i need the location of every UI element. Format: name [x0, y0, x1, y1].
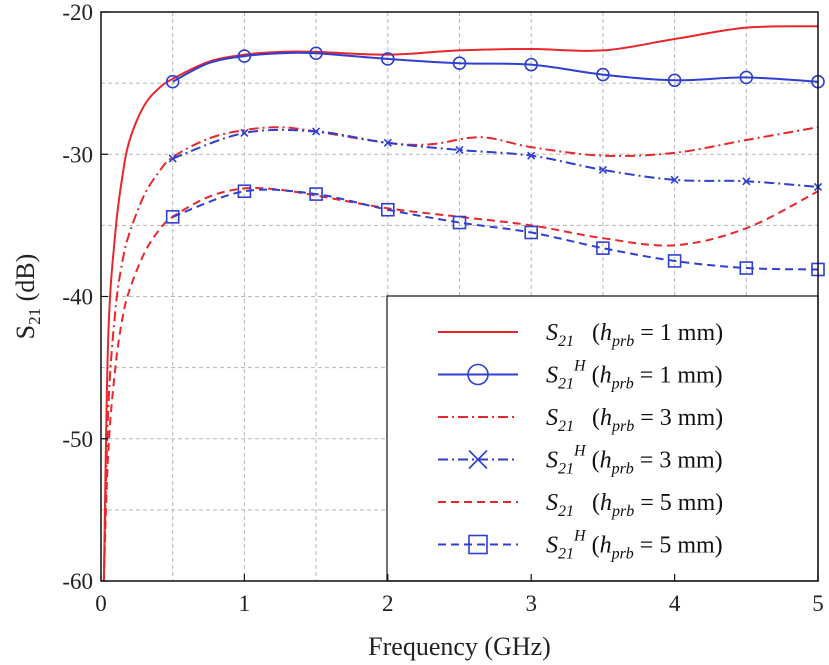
series-4-line: [172, 128, 819, 188]
data-point-x: [383, 138, 392, 147]
series-1-line: [102, 25, 819, 582]
legend-label: S21 (hprb = 3 mm): [546, 405, 723, 435]
series-3: [102, 126, 819, 582]
series-3-line: [102, 126, 819, 582]
series-4: [168, 127, 823, 192]
data-point-square: [165, 210, 180, 224]
y-tick-label: -30: [62, 142, 93, 167]
y-axis-title-subscript: 21: [25, 308, 44, 325]
series-6-line: [172, 188, 819, 271]
legend-entry: S21H (hprb = 3 mm): [438, 443, 723, 478]
data-point-square: [468, 534, 488, 555]
legend-entry: S21 (hprb = 1 mm): [438, 320, 723, 350]
data-point-circle: [165, 74, 180, 89]
y-axis-title: S21 (dB): [11, 254, 44, 340]
data-point-circle: [452, 56, 467, 71]
y-axis-title-symbol: S: [11, 325, 40, 339]
x-tick-label: 2: [382, 591, 394, 616]
data-point-square: [596, 241, 610, 255]
data-point-square: [667, 254, 682, 268]
data-point-square: [309, 187, 323, 201]
y-tick-label: -40: [62, 285, 93, 310]
data-point-circle: [667, 73, 682, 88]
data-point-square: [452, 215, 467, 230]
legend: S21 (hprb = 1 mm) S21H (hprb = 1 mm) S21 (…: [386, 295, 819, 582]
legend-label: S21H (hprb = 1 mm): [546, 358, 723, 393]
ticks: 0 1 2 3 4 5 -60 -50 -40 -30 -20: [62, 0, 823, 616]
legend-entry: S21H (hprb = 1 mm): [438, 358, 723, 393]
y-tick-label: -20: [62, 0, 93, 25]
data-point-x: [168, 154, 177, 163]
legend-entry: S21 (hprb = 3 mm): [438, 405, 723, 435]
legend-label: S21 (hprb = 5 mm): [546, 490, 723, 520]
legend-entry: S21H (hprb = 5 mm): [438, 528, 723, 563]
data-point-x: [598, 165, 607, 174]
data-point-square: [237, 184, 252, 199]
x-tick-label: 1: [239, 591, 251, 616]
legend-label: S21 (hprb = 1 mm): [546, 320, 723, 350]
data-point-circle: [596, 67, 610, 82]
legend-box: [386, 295, 819, 582]
legend-label: S21H (hprb = 3 mm): [546, 443, 723, 478]
data-point-x: [670, 175, 679, 184]
data-point-x: [468, 449, 488, 470]
series-2: [165, 46, 825, 89]
data-point-x: [527, 151, 536, 160]
x-axis-title: Frequency (GHz): [368, 632, 551, 661]
data-point-square: [739, 261, 754, 275]
data-point-x: [742, 177, 751, 186]
data-point-x: [455, 145, 464, 155]
legend-label: S21H (hprb = 5 mm): [546, 528, 723, 563]
data-point-circle: [467, 363, 489, 386]
series-layer: [102, 25, 825, 582]
y-tick-label: -50: [62, 427, 93, 452]
x-tick-label: 3: [525, 591, 537, 616]
x-tick-label: 4: [669, 591, 681, 616]
series-5: [102, 186, 819, 582]
series-2-line: [172, 51, 819, 83]
series-6: [165, 184, 825, 277]
data-point-circle: [237, 49, 252, 63]
legend-entry: S21 (hprb = 5 mm): [438, 490, 723, 520]
data-point-x: [240, 128, 249, 137]
y-axis-title-unit: (dB): [11, 254, 40, 308]
data-point-circle: [380, 52, 395, 66]
data-point-circle: [524, 57, 539, 72]
series-1: [102, 25, 819, 582]
data-point-circle: [739, 70, 754, 85]
x-tick-label: 5: [812, 591, 824, 616]
data-point-square: [524, 225, 539, 240]
y-tick-label: -60: [62, 569, 93, 594]
data-point-circle: [309, 46, 323, 61]
series-5-line: [102, 186, 819, 582]
data-point-square: [380, 202, 395, 217]
data-point-x: [312, 127, 321, 136]
x-tick-label: 0: [95, 591, 107, 616]
